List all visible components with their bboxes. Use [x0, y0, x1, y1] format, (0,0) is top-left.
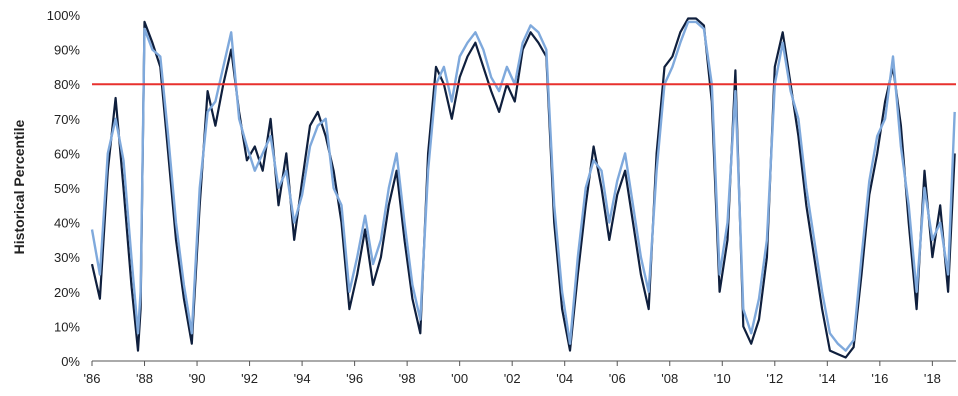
x-tick-label: '08 [661, 371, 678, 386]
series-line-2 [90, 20, 956, 352]
x-tick-label: '94 [294, 371, 311, 386]
x-tick-label: '90 [189, 371, 206, 386]
x-tick-label: '88 [136, 371, 153, 386]
y-tick-label: 10% [54, 319, 80, 334]
x-tick-label: '86 [84, 371, 101, 386]
x-tick-label: '14 [819, 371, 836, 386]
x-tick-label: '96 [346, 371, 363, 386]
x-tick-label: '16 [871, 371, 888, 386]
y-tick-label: 100% [47, 8, 81, 23]
x-tick-label: '12 [766, 371, 783, 386]
x-axis-ticks: '86 '88 '90 '92 '94 '96 '98 '00 '02 '04 '06 '08 '10 '… [84, 361, 941, 386]
y-tick-label: 0% [61, 354, 80, 369]
y-tick-label: 70% [54, 112, 80, 127]
y-axis-title: Historical Percentile [11, 119, 27, 254]
x-tick-label: '06 [609, 371, 626, 386]
y-tick-label: 50% [54, 181, 80, 196]
y-tick-label: 90% [54, 43, 80, 58]
y-axis-ticks: 0% 10% 20% 30% 40% 50% 60% 70% 80% 90% 100% [47, 8, 81, 369]
x-tick-label: '92 [241, 371, 258, 386]
x-tick-label: '10 [714, 371, 731, 386]
x-tick-label: '18 [924, 371, 941, 386]
y-tick-label: 30% [54, 250, 80, 265]
y-tick-label: 20% [54, 285, 80, 300]
y-tick-label: 60% [54, 146, 80, 161]
y-tick-label: 40% [54, 216, 80, 231]
x-tick-label: '04 [556, 371, 573, 386]
series-lines [90, 17, 956, 359]
x-tick-label: '02 [504, 371, 521, 386]
series-line-1 [90, 17, 956, 359]
x-tick-label: '98 [399, 371, 416, 386]
y-tick-label: 80% [54, 77, 80, 92]
x-tick-label: '00 [451, 371, 468, 386]
